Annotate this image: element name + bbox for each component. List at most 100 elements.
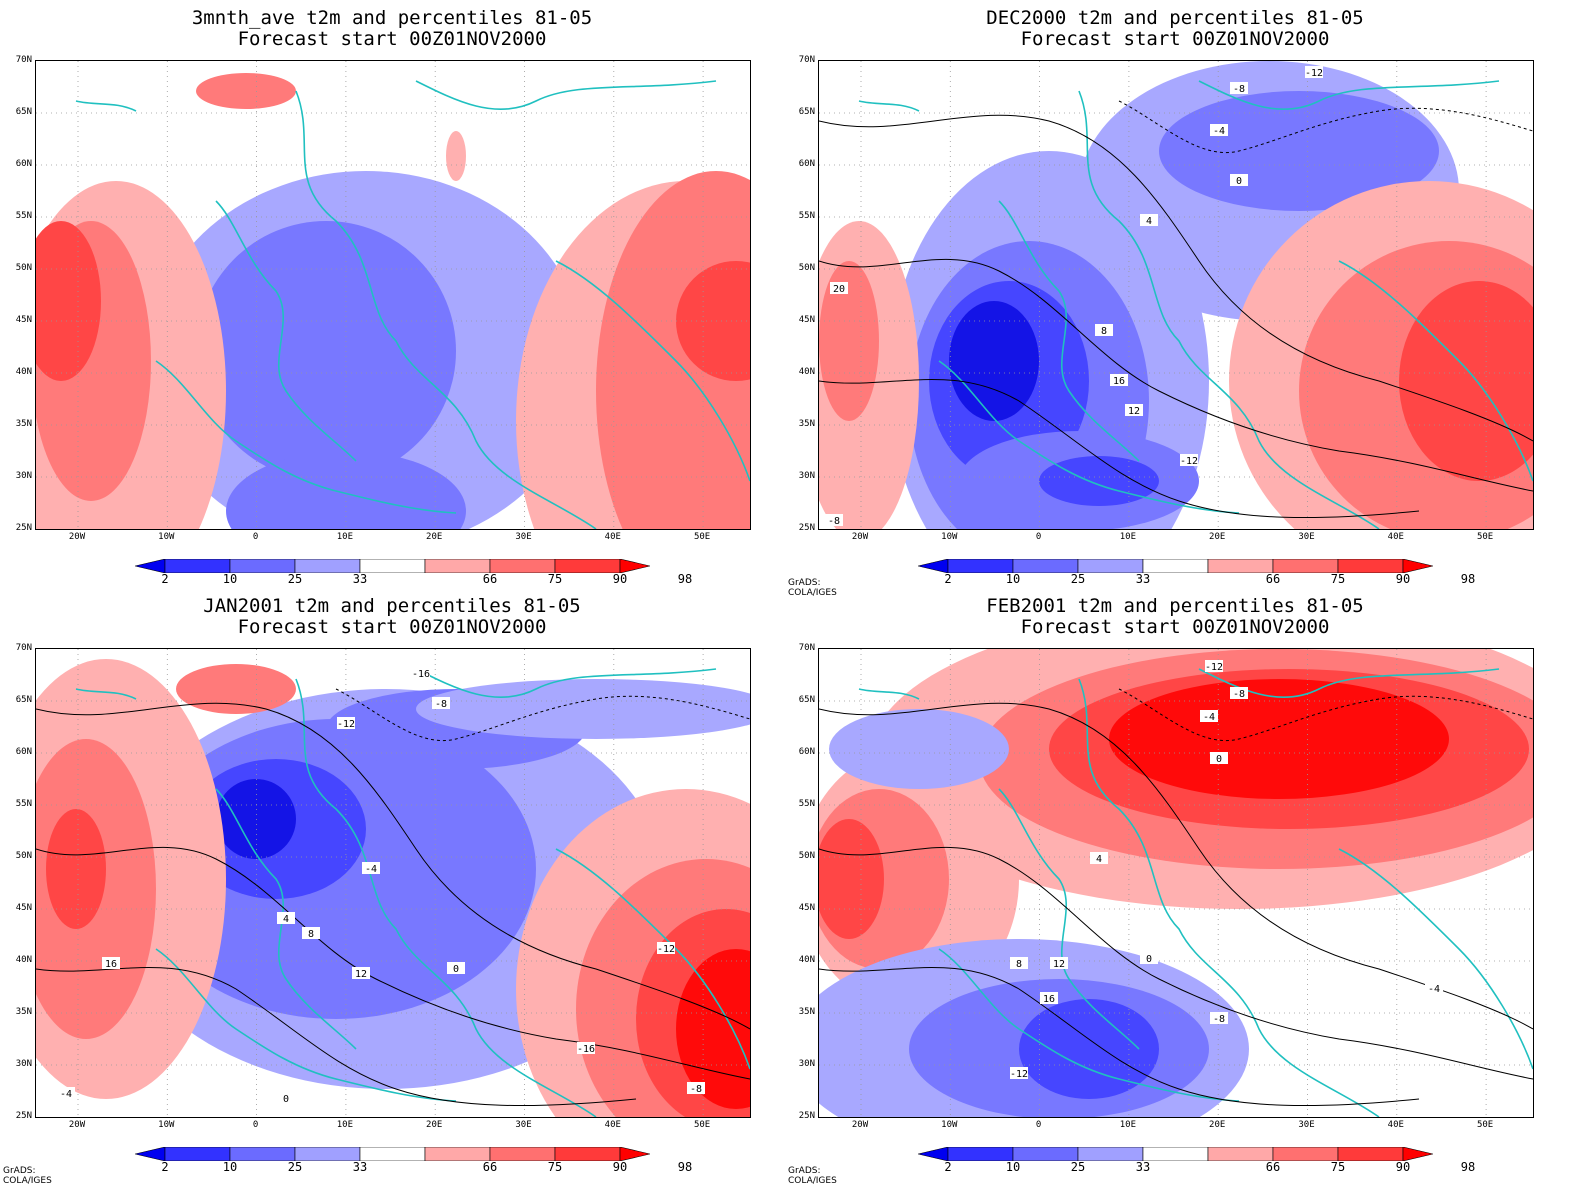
longitude-label: 50E bbox=[1476, 532, 1494, 542]
coastline bbox=[415, 668, 717, 698]
colorbar-segment bbox=[1207, 558, 1274, 574]
contour-label-bg bbox=[1140, 952, 1158, 964]
contour-label-bg bbox=[1125, 404, 1143, 416]
colorbar-segment bbox=[554, 558, 621, 574]
contour-label: -4 bbox=[1428, 984, 1440, 995]
percentile-shading-blue-mid bbox=[1019, 999, 1159, 1099]
latitude-label: 25N bbox=[15, 523, 32, 533]
latitude-label: 65N bbox=[15, 695, 32, 705]
percentile-shading-red-mid bbox=[36, 221, 101, 381]
colorbar: 2 10 25 33 66 75 90 98 bbox=[134, 1146, 692, 1173]
colorbar-label: 90 bbox=[1395, 1160, 1411, 1174]
percentile-shading-red-light bbox=[819, 261, 879, 421]
coastline bbox=[1338, 260, 1533, 482]
coastline bbox=[858, 688, 920, 700]
latitude-label: 70N bbox=[798, 55, 815, 65]
colorbar-label: 33 bbox=[352, 572, 368, 586]
colorbar-label: 66 bbox=[1265, 1160, 1281, 1174]
percentile-shading-red-pale bbox=[446, 131, 466, 181]
title-line-2: Forecast start 00Z01NOV2000 bbox=[237, 28, 547, 50]
percentile-shading-blue-mid bbox=[1039, 456, 1159, 506]
contour-label: -12 bbox=[1305, 68, 1323, 79]
contour-label-bg bbox=[1040, 992, 1058, 1004]
longitude-label: 10W bbox=[941, 1120, 958, 1130]
coastline bbox=[215, 788, 357, 1050]
contour-label-bg bbox=[447, 962, 465, 974]
percentile-shading-red-light bbox=[176, 664, 296, 714]
contour-label-bg bbox=[337, 717, 355, 729]
colorbar-label: 10 bbox=[222, 1160, 238, 1174]
colorbar-label: 2 bbox=[161, 1160, 169, 1174]
latitude-label: 30N bbox=[798, 471, 815, 481]
latitude-label: 45N bbox=[15, 315, 32, 325]
colorbar-label: 75 bbox=[547, 1160, 563, 1174]
latitude-label: 50N bbox=[798, 851, 815, 861]
contour-label: -8 bbox=[828, 516, 840, 527]
contour-label-bg bbox=[1140, 214, 1158, 226]
latitude-label: 35N bbox=[15, 1007, 32, 1017]
longitude-label: 20E bbox=[1209, 1120, 1226, 1130]
map-canvas: -16 -12 -8 -4 0 4 8 12 16 -16 -12 -8 -4 0 bbox=[36, 649, 750, 1117]
longitude-label: 10E bbox=[1119, 1120, 1137, 1130]
temperature-contour bbox=[36, 702, 750, 1030]
colorbar-label: 2 bbox=[944, 1160, 952, 1174]
panel-title: DEC2000 t2m and percentiles 81-05 Foreca… bbox=[818, 8, 1532, 50]
colorbar-segment bbox=[164, 1146, 231, 1162]
contour-label: -8 bbox=[1233, 84, 1245, 95]
colorbar-segment bbox=[424, 1146, 491, 1162]
colorbar-segment bbox=[294, 558, 361, 574]
temperature-contour bbox=[819, 702, 1533, 1030]
contour-label-bg bbox=[1230, 687, 1248, 699]
longitude-label: 40E bbox=[604, 1120, 621, 1130]
colorbar-segment bbox=[489, 558, 556, 574]
contour-label-bg bbox=[302, 927, 320, 939]
longitude-label: 20E bbox=[426, 532, 443, 542]
longitude-label: 10W bbox=[158, 532, 175, 542]
contour-label: 4 bbox=[1146, 216, 1152, 227]
contour-label: -4 bbox=[1203, 712, 1215, 723]
contour-label-bg bbox=[687, 1082, 705, 1094]
contour-label-bg bbox=[1305, 66, 1323, 78]
longitude-label: 20W bbox=[68, 532, 86, 542]
colorbar-arrow-high bbox=[619, 558, 651, 574]
contour-label-bg bbox=[1200, 710, 1218, 722]
longitude-label: 30E bbox=[1298, 532, 1315, 542]
colorbar-svg bbox=[917, 558, 1434, 574]
percentile-shading-blue-pale bbox=[416, 679, 750, 739]
colorbar-segment bbox=[489, 1146, 556, 1162]
colorbar-segment bbox=[164, 558, 231, 574]
longitude-label: 30E bbox=[1298, 1120, 1315, 1130]
longitude-label: 50E bbox=[693, 532, 711, 542]
title-line-1: FEB2001 t2m and percentiles 81-05 bbox=[986, 595, 1364, 617]
temperature-contour bbox=[819, 967, 1420, 1107]
longitude-label: 30E bbox=[515, 1120, 532, 1130]
contour-label-bg bbox=[1095, 324, 1113, 336]
colorbar-svg bbox=[134, 1146, 651, 1162]
coastline bbox=[858, 100, 920, 112]
latitude-label: 55N bbox=[15, 799, 32, 809]
colorbar: 2 10 25 33 66 75 90 98 bbox=[917, 1146, 1475, 1173]
latitude-label: 40N bbox=[15, 367, 32, 377]
contour-label: 8 bbox=[1016, 959, 1022, 970]
latitude-label: 60N bbox=[15, 747, 32, 757]
latitude-label: 70N bbox=[15, 55, 32, 65]
coastline bbox=[938, 948, 1240, 1102]
colorbar-label: 75 bbox=[1330, 1160, 1346, 1174]
colorbar-arrow-high bbox=[619, 1146, 651, 1162]
panel-title: JAN2001 t2m and percentiles 81-05 Foreca… bbox=[35, 596, 749, 638]
colorbar-arrow-low bbox=[134, 1146, 166, 1162]
percentile-shading-blue-pale bbox=[829, 709, 1009, 789]
contour-label-bg bbox=[352, 967, 370, 979]
longitude-label: 0 bbox=[1035, 532, 1042, 542]
percentile-shading-blue-light bbox=[196, 221, 456, 481]
coastline bbox=[75, 100, 137, 112]
percentile-shading-red-strong bbox=[676, 949, 750, 1109]
coastline bbox=[155, 948, 457, 1102]
latitude-label: 25N bbox=[15, 1111, 32, 1121]
coastline bbox=[555, 848, 750, 1070]
contour-label: -16 bbox=[577, 1044, 595, 1055]
contour-label: 0 bbox=[453, 964, 459, 975]
colorbar-label: 66 bbox=[482, 1160, 498, 1174]
colorbar-segment bbox=[1272, 1146, 1339, 1162]
longitude-label: 10W bbox=[158, 1120, 175, 1130]
